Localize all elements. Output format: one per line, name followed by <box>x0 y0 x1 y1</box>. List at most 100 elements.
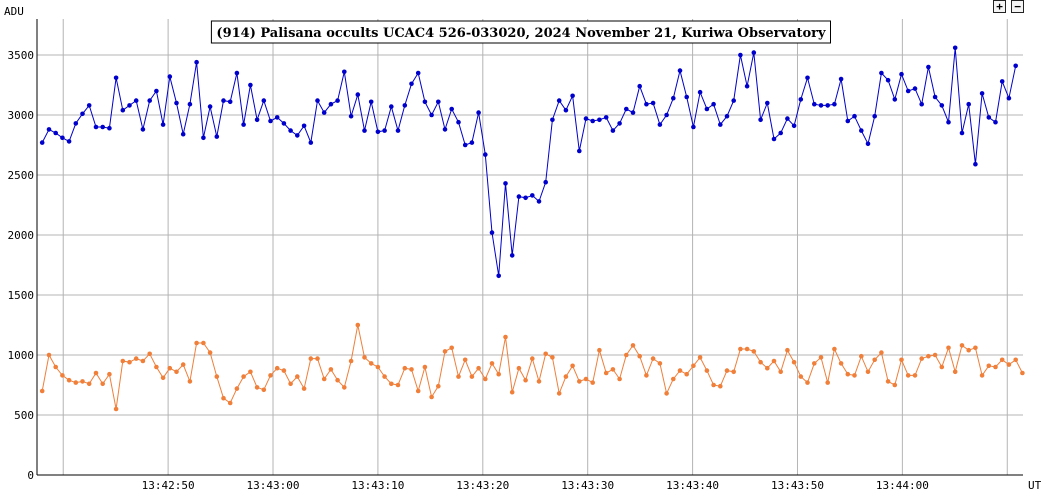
zoom-in-button[interactable]: + <box>993 0 1006 13</box>
data-point <box>496 273 502 279</box>
data-point <box>73 380 79 385</box>
data-point <box>86 103 92 108</box>
data-point <box>637 353 642 359</box>
data-point <box>496 371 502 377</box>
data-point <box>46 352 52 358</box>
data-point <box>731 98 736 103</box>
data-point <box>1013 63 1018 69</box>
data-point <box>167 365 173 371</box>
data-point <box>979 91 985 96</box>
data-point <box>959 130 965 136</box>
data-point <box>536 199 542 204</box>
data-point <box>140 358 146 364</box>
data-point <box>335 377 340 383</box>
data-point <box>905 88 911 94</box>
x-tick-label: 13:44:00 <box>876 479 929 492</box>
data-point <box>167 74 173 79</box>
data-point <box>140 127 146 132</box>
data-point <box>899 357 904 363</box>
data-point <box>798 97 804 102</box>
data-point <box>536 379 542 384</box>
data-point <box>469 140 475 145</box>
data-point <box>207 350 213 355</box>
data-point <box>382 128 387 133</box>
data-point <box>671 376 676 382</box>
data-point <box>872 113 877 119</box>
data-point <box>362 128 367 133</box>
data-point <box>100 124 105 130</box>
data-point <box>483 376 488 382</box>
data-point <box>731 369 736 375</box>
data-point <box>476 110 481 115</box>
data-point <box>315 98 320 103</box>
data-point <box>342 69 347 75</box>
data-point <box>919 356 924 361</box>
data-point <box>812 101 817 107</box>
data-point <box>73 121 79 126</box>
data-point <box>885 77 891 83</box>
data-point <box>865 141 871 147</box>
data-point <box>516 194 522 199</box>
data-point <box>409 367 414 372</box>
data-point <box>160 122 166 127</box>
data-point <box>194 59 199 65</box>
data-point <box>805 75 810 81</box>
data-point <box>449 106 455 112</box>
data-point <box>550 355 555 360</box>
data-point <box>859 128 864 133</box>
data-point <box>234 386 240 391</box>
data-point <box>355 92 361 97</box>
data-point <box>301 386 307 391</box>
data-point <box>127 103 132 108</box>
y-tick-label: 2000 <box>8 229 35 242</box>
data-point <box>368 99 374 105</box>
data-point <box>274 115 280 120</box>
data-point <box>127 359 132 365</box>
data-point <box>859 353 864 359</box>
data-point <box>785 116 790 121</box>
data-point <box>429 112 434 118</box>
data-point <box>751 349 757 354</box>
data-point <box>415 388 421 394</box>
chart-title-box: (914) Palisana occults UCAC4 526-033020,… <box>210 20 831 44</box>
series-2 <box>39 322 1025 412</box>
x-tick-label: 13:42:50 <box>142 479 195 492</box>
data-point <box>321 110 327 115</box>
series-1 <box>39 45 1018 279</box>
data-point <box>39 388 45 394</box>
data-point <box>946 119 951 125</box>
data-point <box>704 106 710 112</box>
data-point <box>321 376 327 382</box>
data-point <box>597 117 602 123</box>
series-layer <box>39 45 1025 412</box>
y-tick-label: 0 <box>27 469 34 482</box>
data-point <box>892 97 898 102</box>
data-point <box>986 363 992 369</box>
data-point <box>214 374 220 379</box>
data-point <box>308 356 314 361</box>
data-point <box>442 127 448 132</box>
data-point <box>892 382 898 388</box>
x-tick-label: 13:43:00 <box>247 479 300 492</box>
zoom-out-button[interactable]: − <box>1011 0 1024 13</box>
data-point <box>556 98 562 103</box>
data-point <box>657 122 663 127</box>
data-point <box>328 101 334 107</box>
data-point <box>483 152 488 157</box>
data-point <box>120 358 126 364</box>
data-point <box>241 122 246 127</box>
data-point <box>550 117 555 123</box>
data-point <box>798 374 804 379</box>
x-tick-label: 13:43:10 <box>351 479 404 492</box>
data-point <box>160 375 166 381</box>
data-point <box>590 118 595 124</box>
data-point <box>207 104 213 109</box>
data-point <box>778 369 783 375</box>
data-point <box>1006 362 1012 367</box>
data-point <box>248 82 253 88</box>
data-point <box>738 346 743 352</box>
data-point <box>603 370 609 376</box>
x-axis-label: UT <box>1028 479 1042 492</box>
data-point <box>577 148 582 154</box>
data-point <box>1013 357 1018 363</box>
